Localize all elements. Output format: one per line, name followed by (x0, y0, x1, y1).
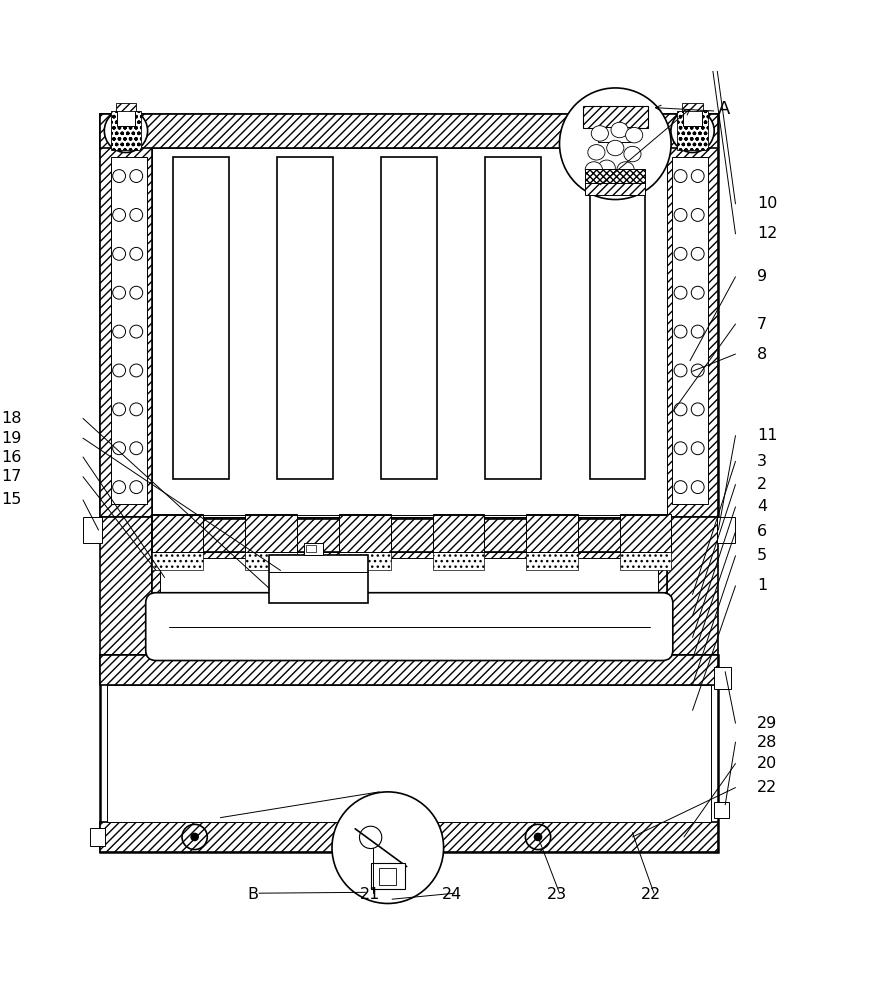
Circle shape (534, 833, 542, 841)
Text: 21: 21 (360, 887, 381, 902)
Bar (100, 114, 152, 517)
Text: 6: 6 (757, 524, 767, 539)
Text: A: A (718, 100, 731, 118)
Bar (432, 552, 484, 570)
Text: 16: 16 (2, 450, 22, 465)
Bar (589, 157, 645, 479)
Text: 5: 5 (757, 548, 767, 563)
Bar (714, 802, 730, 818)
Bar (717, 517, 736, 543)
Bar (620, 552, 672, 570)
Bar (371, 863, 405, 889)
Text: 2: 2 (757, 477, 767, 492)
Bar (100, 822, 718, 852)
Ellipse shape (625, 127, 643, 143)
Bar (432, 514, 484, 552)
Circle shape (332, 792, 444, 903)
Text: 24: 24 (442, 887, 462, 902)
Bar (83, 517, 102, 543)
Ellipse shape (611, 122, 628, 138)
Text: B: B (248, 887, 259, 902)
Bar (339, 552, 390, 570)
Bar (100, 517, 152, 655)
Ellipse shape (624, 146, 641, 162)
Bar (304, 543, 323, 555)
Bar (714, 667, 731, 689)
Bar (379, 868, 396, 885)
Ellipse shape (598, 160, 616, 175)
Text: 28: 28 (757, 735, 777, 750)
Bar (152, 519, 667, 552)
Text: 18: 18 (2, 411, 22, 426)
Ellipse shape (585, 162, 602, 177)
Bar (269, 555, 368, 603)
Text: 10: 10 (757, 196, 777, 211)
Bar (672, 157, 708, 504)
Text: 8: 8 (757, 347, 767, 362)
Bar (100, 655, 718, 852)
Bar (152, 514, 203, 552)
Text: 11: 11 (757, 428, 777, 443)
Circle shape (560, 88, 671, 200)
Circle shape (191, 833, 198, 841)
Circle shape (104, 109, 147, 152)
Ellipse shape (607, 140, 624, 156)
Bar (682, 103, 702, 111)
Bar (100, 655, 718, 685)
Bar (100, 114, 718, 148)
Text: 17: 17 (2, 469, 22, 484)
Text: 3: 3 (757, 454, 767, 469)
Bar (116, 103, 136, 111)
Bar (620, 514, 672, 552)
Ellipse shape (588, 145, 605, 160)
Bar (585, 169, 645, 185)
Bar (117, 110, 135, 126)
Bar (526, 514, 578, 552)
Bar (111, 111, 141, 150)
Bar (160, 558, 659, 592)
Bar (667, 517, 718, 655)
Bar (90, 828, 105, 846)
Text: 7: 7 (757, 317, 767, 332)
Bar (486, 157, 541, 479)
Bar (306, 545, 316, 552)
Text: 22: 22 (757, 780, 777, 795)
Bar (381, 157, 437, 479)
Ellipse shape (591, 126, 609, 141)
Bar (100, 114, 718, 517)
Bar (277, 157, 333, 479)
Bar (152, 552, 667, 599)
Bar (677, 111, 708, 150)
Circle shape (671, 109, 714, 152)
Text: 19: 19 (2, 431, 22, 446)
Bar (111, 157, 146, 504)
Bar (582, 106, 648, 128)
Text: 22: 22 (641, 887, 661, 902)
Ellipse shape (617, 162, 634, 177)
Bar (107, 685, 711, 822)
FancyBboxPatch shape (146, 593, 673, 661)
Text: 20: 20 (757, 756, 777, 771)
Text: 15: 15 (2, 492, 22, 508)
Bar (173, 157, 229, 479)
Bar (526, 552, 578, 570)
Bar (667, 114, 718, 517)
Bar (246, 552, 297, 570)
Bar (339, 514, 390, 552)
Bar (246, 514, 297, 552)
Bar (152, 552, 203, 570)
Text: 29: 29 (757, 716, 777, 731)
Text: 12: 12 (757, 226, 777, 241)
Bar (152, 148, 667, 517)
Text: 23: 23 (546, 887, 567, 902)
Text: 9: 9 (757, 269, 767, 284)
Bar (683, 110, 702, 126)
Text: 4: 4 (757, 499, 767, 514)
Text: 1: 1 (757, 578, 767, 593)
Bar (585, 183, 645, 195)
Bar (598, 127, 632, 142)
